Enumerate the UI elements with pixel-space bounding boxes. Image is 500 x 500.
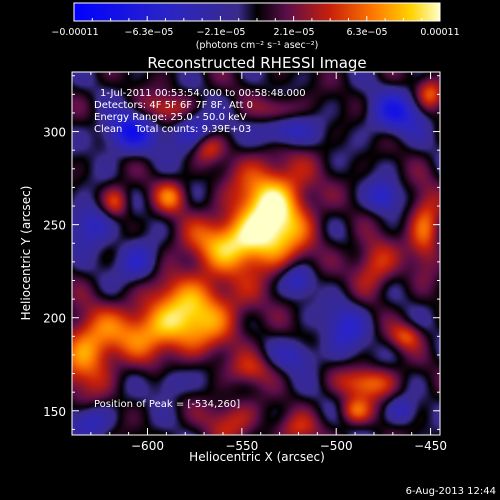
x-axis-ticks: −600 −550 −500 −450 — [71, 72, 447, 453]
x-tick-label: −550 — [225, 439, 258, 453]
peak-position-label: Position of Peak = [-534,260] — [94, 399, 240, 410]
footer-timestamp: 6-Aug-2013 12:44 — [406, 486, 496, 497]
y-axis-ticks: 150 200 250 300 — [43, 75, 440, 430]
colorbar-ticks — [73, 16, 441, 21]
heatmap-image — [72, 72, 440, 435]
x-tick-label: −600 — [131, 439, 164, 453]
x-tick-label: −500 — [320, 439, 353, 453]
info-energy-range: Energy Range: 25.0 - 50.0 keV — [94, 112, 247, 123]
y-tick-label: 300 — [43, 126, 66, 140]
y-tick-label: 250 — [43, 219, 66, 233]
colorbar-units: (photons cm⁻² s⁻¹ asec⁻²) — [196, 40, 319, 51]
colorbar-tick-3: −2.1e−05 — [197, 27, 246, 38]
colorbar-tick-4: 2.1e−05 — [273, 27, 314, 38]
chart-title: Reconstructed RHESSI Image — [147, 54, 366, 72]
colorbar-tick-1: −0.00011 — [51, 27, 98, 38]
colorbar-tick-5: 6.3e−05 — [346, 27, 387, 38]
info-detectors: Detectors: 4F 5F 6F 7F 8F, Att 0 — [94, 100, 253, 111]
info-clean-counts: Clean Total counts: 9.39E+03 — [94, 124, 251, 135]
y-tick-label: 150 — [43, 405, 66, 419]
y-tick-label: 200 — [43, 312, 66, 326]
colorbar-tick-6: 0.00011 — [420, 27, 459, 38]
x-axis-title: Heliocentric X (arcsec) — [189, 450, 325, 464]
info-time-range: 1-Jul-2011 00:53:54.000 to 00:58:48.000 — [100, 88, 306, 99]
plot-frame — [71, 71, 441, 436]
colorbar-tick-2: −6.3e−05 — [125, 27, 174, 38]
y-axis-title: Heliocentric Y (arcsec) — [19, 186, 33, 321]
x-tick-label: −450 — [414, 439, 447, 453]
